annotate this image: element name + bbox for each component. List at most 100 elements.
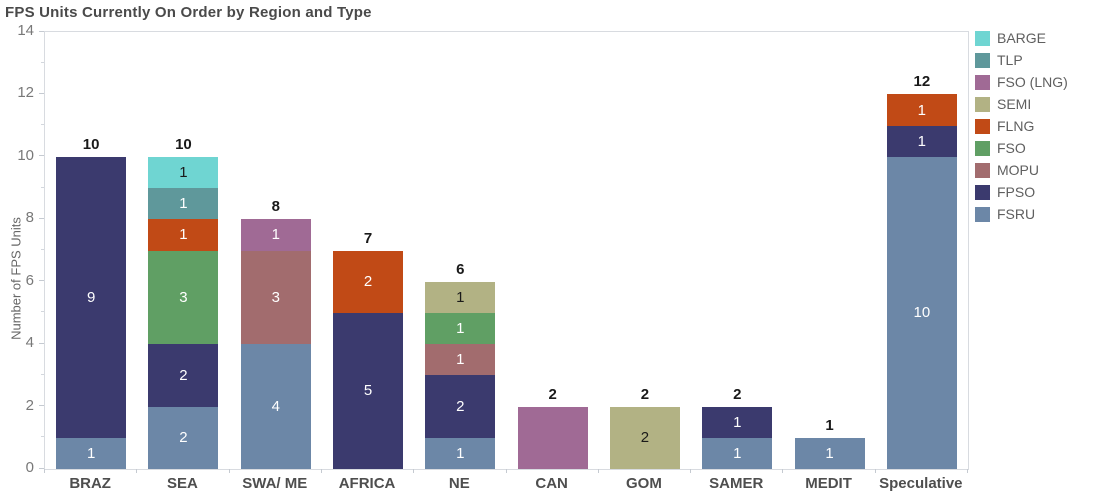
legend-swatch-fso-lng <box>975 74 990 90</box>
bar-segment-braz-fpso[interactable]: 9 <box>56 156 127 438</box>
y-tick-minor <box>41 61 44 63</box>
bar-segment-sea-tlp[interactable]: 1 <box>148 188 219 220</box>
y-tick-major <box>39 467 44 469</box>
legend-item-fso-lng[interactable]: FSO (LNG) <box>975 71 1068 93</box>
legend-swatch-flng <box>975 118 990 134</box>
x-axis-label-africa: AFRICA <box>338 475 396 492</box>
bar-segment-swa-me-mopu[interactable]: 3 <box>240 250 311 345</box>
bar-segment-sea-fsru[interactable]: 2 <box>148 406 219 469</box>
x-axis-label-sea: SEA <box>167 475 198 492</box>
legend-label: FLNG <box>997 118 1035 134</box>
y-tick-major <box>39 405 44 407</box>
bar-segment-samer-fpso[interactable]: 1 <box>702 406 773 438</box>
bar-total-samer: 2 <box>733 385 742 403</box>
x-axis-label-braz: BRAZ <box>69 475 111 492</box>
bar-segment-ne-fpso[interactable]: 2 <box>425 375 496 438</box>
bar-total-sea: 10 <box>175 135 192 153</box>
bar-segment-speculative-fpso[interactable]: 1 <box>886 125 957 157</box>
x-tick <box>136 469 138 473</box>
y-tick-major <box>39 92 44 94</box>
x-axis-label-can: CAN <box>535 475 568 492</box>
x-axis-label-medit: MEDIT <box>805 475 852 492</box>
y-tick-major <box>39 342 44 344</box>
y-tick-major <box>39 217 44 219</box>
bar-total-speculative: 12 <box>913 73 931 91</box>
bar-segment-braz-fsru[interactable]: 1 <box>56 437 127 469</box>
x-tick <box>505 469 507 473</box>
y-tick-label: 8 <box>25 209 34 227</box>
legend-swatch-barge <box>975 30 990 46</box>
legend-label: BARGE <box>997 30 1047 46</box>
bar-segment-sea-fso[interactable]: 3 <box>148 250 219 345</box>
bar-segment-ne-fso[interactable]: 1 <box>425 312 496 345</box>
y-tick-minor <box>41 124 44 126</box>
x-axis-label-swa-me: SWA/ ME <box>242 475 308 492</box>
bar-total-africa: 7 <box>363 229 373 247</box>
y-tick-label: 14 <box>17 22 34 39</box>
y-tick-major <box>39 30 44 32</box>
legend-item-mopu[interactable]: MOPU <box>975 159 1068 181</box>
y-tick-minor <box>41 249 44 250</box>
bar-total-ne: 6 <box>456 260 465 278</box>
legend-label: MOPU <box>997 162 1039 178</box>
legend-label: SEMI <box>997 96 1032 112</box>
legend-item-semi[interactable]: SEMI <box>975 93 1068 115</box>
bar-total-medit: 1 <box>825 416 834 434</box>
bar-segment-sea-fpso[interactable]: 2 <box>148 344 219 407</box>
legend-swatch-semi <box>975 96 990 112</box>
y-tick-label: 4 <box>25 334 34 352</box>
bar-segment-medit-fsru[interactable]: 1 <box>794 437 865 469</box>
x-tick <box>690 469 692 473</box>
bar-segment-swa-me-fso-lng[interactable]: 1 <box>240 219 311 251</box>
bar-segment-samer-fsru[interactable]: 1 <box>702 437 773 469</box>
bar-segment-speculative-fsru[interactable]: 10 <box>886 156 957 469</box>
x-tick <box>413 469 415 473</box>
bar-segment-africa-fpso[interactable]: 5 <box>333 312 404 469</box>
x-axis-label-samer: SAMER <box>709 475 764 492</box>
legend-label: FSO <box>997 140 1026 156</box>
legend-item-flng[interactable]: FLNG <box>975 115 1068 137</box>
y-tick-major <box>39 280 44 282</box>
legend-item-tlp[interactable]: TLP <box>975 49 1068 71</box>
bar-segment-can-fso-lng[interactable] <box>517 406 588 469</box>
y-tick-label: 12 <box>17 84 34 102</box>
legend-label: TLP <box>997 52 1023 68</box>
bar-total-can: 2 <box>548 385 557 403</box>
y-tick-label: 2 <box>25 396 34 414</box>
bar-segment-speculative-flng[interactable]: 1 <box>886 94 957 126</box>
x-tick <box>597 469 599 473</box>
x-axis-label-ne: NE <box>448 475 470 492</box>
x-tick <box>874 469 876 473</box>
plot-area: 1 9 10 2 2 3 1 1 1 10 4 3 1 8 5 2 7 1 2 1 1 1 6 2 2 2 1 1 2 1 1 10 1 1 12 <box>44 31 969 470</box>
legend-label: FSRU <box>997 206 1036 222</box>
bar-segment-sea-flng[interactable]: 1 <box>148 219 219 251</box>
bar-total-gom: 2 <box>640 385 650 403</box>
x-tick <box>782 469 784 473</box>
bar-segment-sea-barge[interactable]: 1 <box>148 156 219 189</box>
x-tick <box>44 469 45 473</box>
bar-segment-gom-semi[interactable]: 2 <box>609 406 680 469</box>
legend-swatch-fso <box>975 140 990 156</box>
y-tick-label: 0 <box>25 459 34 476</box>
y-tick-label: 6 <box>25 271 34 289</box>
x-axis: BRAZ SEA SWA/ ME AFRICA NE CAN GOM SAMER MEDIT Sp… <box>44 469 969 494</box>
legend-item-fso[interactable]: FSO <box>975 137 1068 159</box>
x-tick <box>320 469 322 473</box>
y-tick-minor <box>41 373 44 375</box>
y-tick-minor <box>41 186 44 188</box>
y-axis: Number of FPS Units 0 2 4 6 8 10 12 14 <box>0 22 44 476</box>
bar-segment-ne-mopu[interactable]: 1 <box>425 344 496 376</box>
bar-segment-ne-fsru[interactable]: 1 <box>425 437 496 469</box>
y-tick-minor <box>41 311 44 313</box>
legend-swatch-fpso <box>975 184 990 200</box>
x-axis-label-speculative: Speculative <box>879 475 963 492</box>
y-tick-major <box>39 155 44 157</box>
bar-segment-ne-semi[interactable]: 1 <box>425 281 496 313</box>
bar-segment-swa-me-fsru[interactable]: 4 <box>240 344 311 469</box>
legend-label: FSO (LNG) <box>997 74 1068 90</box>
legend-item-fpso[interactable]: FPSO <box>975 181 1068 203</box>
legend-item-fsru[interactable]: FSRU <box>975 203 1068 225</box>
bar-segment-africa-flng[interactable]: 2 <box>333 250 404 313</box>
legend-item-barge[interactable]: BARGE <box>975 27 1068 49</box>
